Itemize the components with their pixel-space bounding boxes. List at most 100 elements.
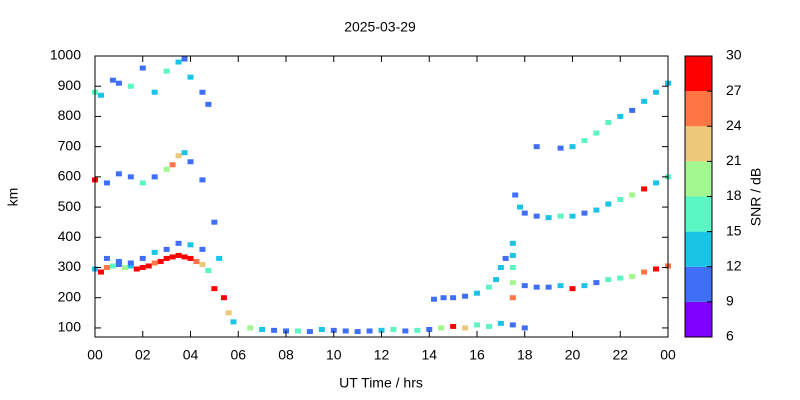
- data-cell: [557, 283, 564, 289]
- colorbar-tick-label: 27: [726, 82, 742, 98]
- data-cell: [139, 265, 146, 271]
- data-cell: [485, 284, 492, 290]
- x-tick-label: 20: [565, 347, 581, 363]
- data-cell: [175, 153, 182, 159]
- data-cell: [216, 255, 223, 261]
- data-cell: [199, 177, 206, 183]
- data-cell: [163, 246, 170, 252]
- colorbar-tick-label: 9: [726, 293, 734, 309]
- data-cell: [521, 210, 528, 216]
- data-cell: [169, 254, 176, 260]
- plot-frame: [94, 55, 669, 338]
- data-cell: [593, 207, 600, 213]
- data-cell: [181, 150, 188, 156]
- colorbar-tick-label: 12: [726, 257, 742, 273]
- x-tick-label: 08: [278, 347, 294, 363]
- colorbar-band: [685, 231, 712, 267]
- y-tick-label: 1000: [50, 47, 81, 63]
- data-cell: [205, 268, 212, 274]
- x-tick-label: 16: [469, 347, 485, 363]
- data-cell: [497, 320, 504, 326]
- data-cell: [115, 80, 122, 86]
- data-cell: [617, 113, 624, 119]
- data-cell: [187, 159, 194, 165]
- data-cell: [139, 255, 146, 261]
- data-cell: [306, 329, 313, 335]
- colorbar-tick-label: 21: [726, 152, 742, 168]
- data-cell: [462, 293, 469, 299]
- data-cell: [533, 284, 540, 290]
- data-cell: [426, 326, 433, 332]
- data-cell: [450, 323, 457, 329]
- data-cell: [230, 319, 237, 325]
- data-cell: [127, 260, 134, 266]
- data-cell: [509, 240, 516, 246]
- x-tick-label: 06: [230, 347, 246, 363]
- data-cell: [390, 326, 397, 332]
- colorbar-band: [685, 266, 712, 302]
- x-tick-label: 22: [612, 347, 628, 363]
- data-cell: [121, 265, 128, 271]
- data-cell: [127, 174, 134, 180]
- data-cell: [641, 98, 648, 104]
- data-cell: [557, 213, 564, 219]
- data-cell: [617, 275, 624, 281]
- data-cell: [175, 252, 182, 258]
- y-tick-label: 900: [58, 77, 82, 93]
- data-cell: [653, 266, 660, 272]
- data-cell: [605, 201, 612, 207]
- data-cell: [521, 325, 528, 331]
- colorbar-tick-label: 15: [726, 222, 742, 238]
- x-tick-label: 18: [517, 347, 533, 363]
- y-tick-label: 200: [58, 288, 82, 304]
- colorbar-band: [685, 196, 712, 232]
- data-cell: [581, 283, 588, 289]
- data-cell: [581, 210, 588, 216]
- data-cell: [127, 83, 134, 89]
- data-cell: [629, 192, 636, 198]
- data-cell: [629, 107, 636, 113]
- data-cell: [521, 283, 528, 289]
- data-cell: [593, 280, 600, 286]
- data-cell: [151, 249, 158, 255]
- data-cell: [512, 192, 519, 198]
- data-cell: [493, 277, 500, 283]
- y-axis-label: km: [5, 188, 21, 207]
- data-cell: [199, 89, 206, 95]
- data-cell: [205, 101, 212, 107]
- data-cell: [133, 266, 140, 272]
- data-cell: [109, 77, 116, 83]
- y-tick-label: 300: [58, 258, 82, 274]
- data-cell: [97, 269, 104, 275]
- data-cell: [115, 171, 122, 177]
- data-cell: [109, 263, 116, 269]
- data-cell: [97, 92, 104, 98]
- data-cell: [545, 284, 552, 290]
- data-cell: [440, 295, 447, 301]
- data-cell: [169, 162, 176, 168]
- data-cell: [139, 180, 146, 186]
- data-cell: [187, 74, 194, 80]
- data-cell: [653, 180, 660, 186]
- colorbar-band: [685, 161, 712, 197]
- data-cell: [318, 326, 325, 332]
- data-cell: [509, 265, 516, 271]
- data-cell: [533, 144, 540, 150]
- data-cell: [354, 329, 361, 335]
- data-cell: [175, 240, 182, 246]
- data-cell: [181, 56, 188, 62]
- y-tick-label: 100: [58, 319, 82, 335]
- data-cell: [342, 328, 349, 334]
- data-cell: [163, 255, 170, 261]
- data-cell: [103, 180, 110, 186]
- data-cell: [259, 326, 266, 332]
- y-tick-label: 800: [58, 107, 82, 123]
- data-cell: [330, 327, 337, 333]
- data-cell: [225, 310, 232, 316]
- x-tick-label: 00: [660, 347, 676, 363]
- x-tick-label: 04: [183, 347, 199, 363]
- data-cell: [509, 322, 516, 328]
- data-cell: [103, 255, 110, 261]
- data-cell: [641, 269, 648, 275]
